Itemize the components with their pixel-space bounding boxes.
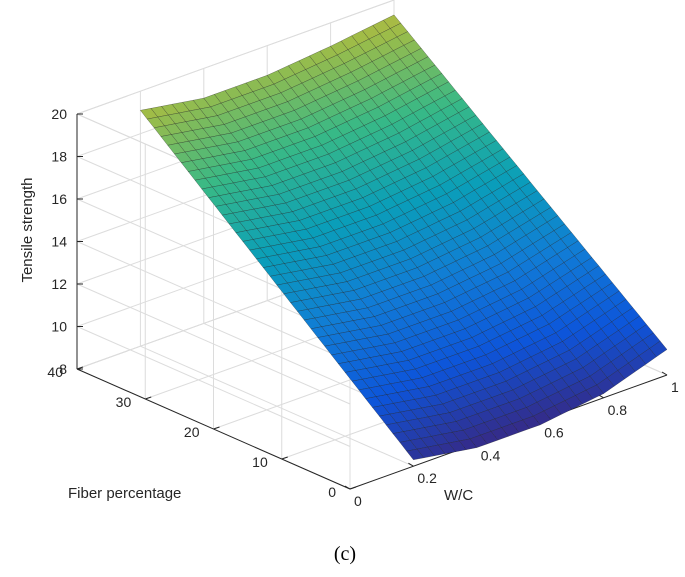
z-tick-label: 14 [51,234,67,250]
x-tick-mark [344,485,351,490]
x-tick-label: 0.6 [544,425,564,441]
y-tick-label: 0 [328,484,336,500]
x-tick-label: 1 [671,379,679,395]
y-tick-mark [145,396,152,400]
z-tick-label: 18 [51,149,67,165]
left-wall-grid-z [76,283,351,405]
x-tick-label: 0.8 [608,402,628,418]
z-tick-label: 20 [51,106,67,122]
y-tick-mark [213,426,220,430]
z-tick-label: 12 [51,276,67,292]
y-tick-label: 20 [184,424,200,440]
x-tick-mark [661,371,668,376]
y-axis-label: Fiber percentage [68,485,181,502]
y-tick-label: 40 [47,364,63,380]
x-tick-label: 0 [354,493,362,509]
z-tick-label: 8 [59,361,67,377]
z-axis-label: Tensile strength [19,177,36,282]
z-tick-label: 16 [51,191,67,207]
surface-patch [649,340,668,358]
left-wall-grid-z [76,241,351,362]
x-axis-label: W/C [444,487,473,504]
z-tick-label: 10 [51,319,67,335]
y-tick-mark [349,486,357,490]
figure-caption: (c) [334,543,356,565]
x-tick-label: 0.4 [481,447,501,463]
x-tick-mark [408,462,414,467]
x-tick-label: 0.2 [417,470,437,486]
y-tick-label: 10 [252,454,268,470]
back-wall-grid-z [76,0,395,115]
left-wall-grid-z [76,326,351,447]
y-tick-mark [281,456,288,460]
surface [140,14,668,460]
y-tick-label: 30 [116,394,132,410]
